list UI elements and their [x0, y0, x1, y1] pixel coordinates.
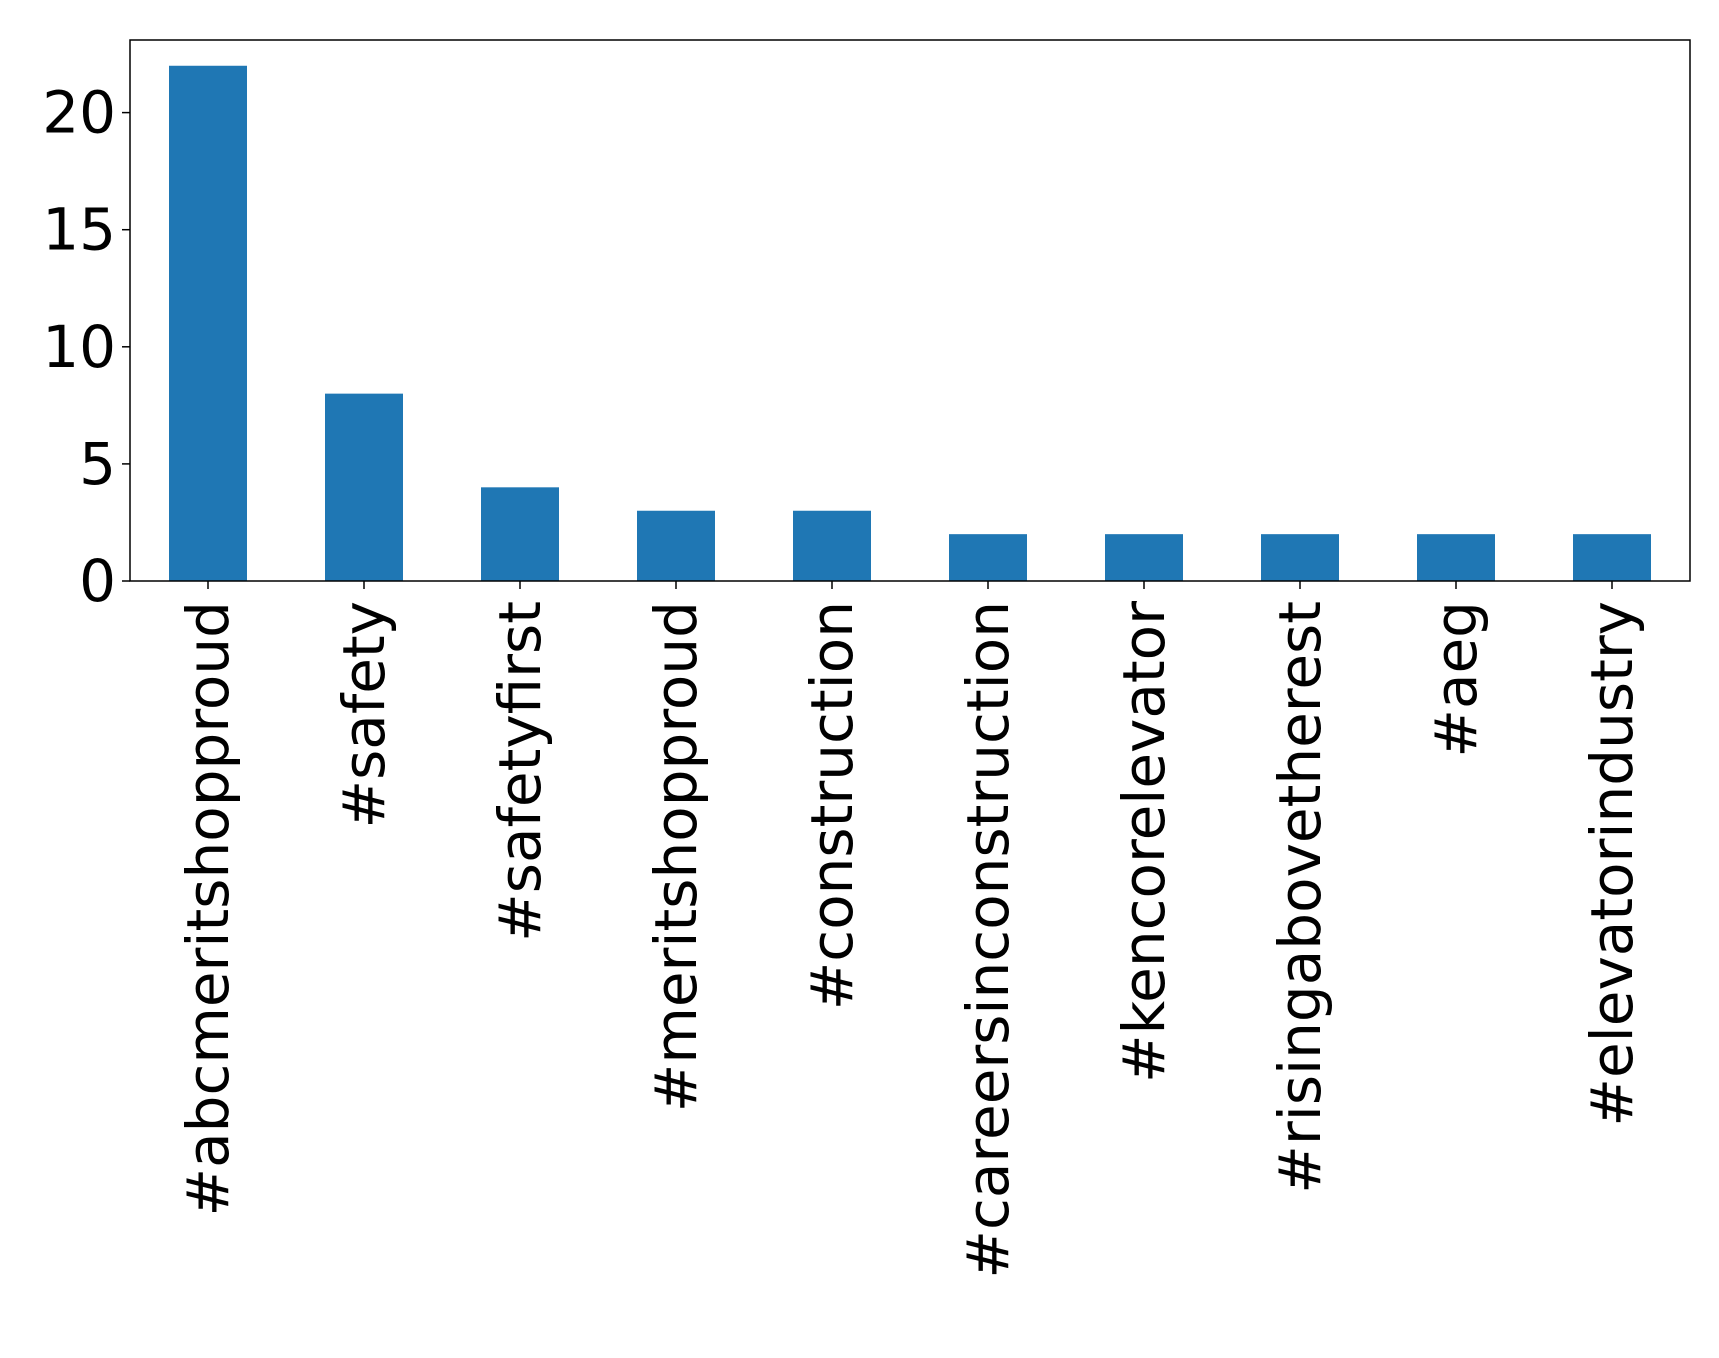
x-tick-label: #meritshopproud [642, 601, 710, 1112]
x-tick-label: #abcmeritshopproud [174, 601, 242, 1216]
y-axis: 0 5 10 15 20 [42, 79, 130, 615]
x-tick-label: #construction [798, 601, 866, 1010]
bars [169, 65, 1651, 581]
bar-2 [325, 393, 403, 581]
y-tick-label: 20 [42, 79, 116, 147]
x-tick-label: #risingabovetherest [1266, 601, 1334, 1194]
bar-4 [637, 510, 715, 581]
bar-1 [169, 65, 247, 581]
bar-5 [793, 510, 871, 581]
bar-8 [1261, 534, 1339, 581]
y-tick-label: 15 [42, 196, 116, 264]
y-tick-label: 0 [79, 547, 116, 615]
x-tick-label: #safetyfirst [486, 601, 554, 942]
x-tick-label: #aeg [1422, 601, 1490, 758]
x-tick-label: #safety [330, 601, 398, 829]
x-tick-label: #careersinconstruction [954, 601, 1022, 1279]
bar-6 [949, 534, 1027, 581]
y-tick-label: 10 [42, 313, 116, 381]
x-tick-label: #kencorelevator [1110, 601, 1178, 1083]
bar-7 [1105, 534, 1183, 581]
x-tick-label: #elevatorindustry [1578, 601, 1646, 1127]
bar-3 [481, 487, 559, 581]
x-axis: #abcmeritshopproud #safety #safetyfirst #me… [174, 581, 1646, 1279]
bar-9 [1417, 534, 1495, 581]
y-tick-label: 5 [79, 430, 116, 498]
bar-10 [1573, 534, 1651, 581]
plot-frame [129, 39, 1691, 582]
